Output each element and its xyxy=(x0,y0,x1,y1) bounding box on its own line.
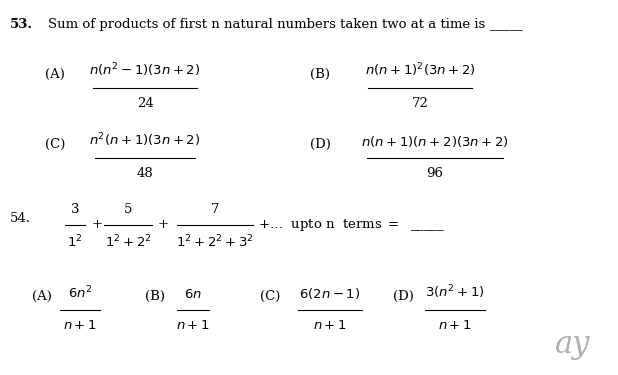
Text: Sum of products of first n natural numbers taken two at a time is _____: Sum of products of first n natural numbe… xyxy=(48,18,523,31)
Text: (A): (A) xyxy=(32,290,52,303)
Text: 53.: 53. xyxy=(10,18,33,31)
Text: 48: 48 xyxy=(137,167,153,180)
Text: $1^{2}+2^{2}+3^{2}$: $1^{2}+2^{2}+3^{2}$ xyxy=(176,234,254,250)
Text: $n+1$: $n+1$ xyxy=(176,319,210,332)
Text: $n(n+1)(n+2)(3n+2)$: $n(n+1)(n+2)(3n+2)$ xyxy=(361,134,509,149)
Text: (D): (D) xyxy=(393,290,414,303)
Text: $+\ldots$  upto n  terms $=$  _____: $+\ldots$ upto n terms $=$ _____ xyxy=(258,217,445,233)
Text: (B): (B) xyxy=(145,290,165,303)
Text: $n+1$: $n+1$ xyxy=(313,319,347,332)
Text: 24: 24 xyxy=(137,97,153,110)
Text: $1^{2}$: $1^{2}$ xyxy=(67,234,83,250)
Text: (A): (A) xyxy=(45,68,65,81)
Text: $6(2n-1)$: $6(2n-1)$ xyxy=(300,286,360,301)
Text: $n+1$: $n+1$ xyxy=(63,319,97,332)
Text: +: + xyxy=(158,219,169,231)
Text: 3: 3 xyxy=(70,203,79,216)
Text: (C): (C) xyxy=(260,290,281,303)
Text: 5: 5 xyxy=(124,203,132,216)
Text: 96: 96 xyxy=(426,167,444,180)
Text: $n+1$: $n+1$ xyxy=(438,319,472,332)
Text: 7: 7 xyxy=(211,203,219,216)
Text: (B): (B) xyxy=(310,68,330,81)
Text: $n(n^{2}-1)(3n+2)$: $n(n^{2}-1)(3n+2)$ xyxy=(90,62,201,79)
Text: ay: ay xyxy=(554,329,590,360)
Text: $3(n^{2}+1)$: $3(n^{2}+1)$ xyxy=(425,284,485,301)
Text: (D): (D) xyxy=(310,138,331,151)
Text: $6n^{2}$: $6n^{2}$ xyxy=(68,284,92,301)
Text: $n(n+1)^{2}(3n+2)$: $n(n+1)^{2}(3n+2)$ xyxy=(365,62,475,79)
Text: $n^{2}(n+1)(3n+2)$: $n^{2}(n+1)(3n+2)$ xyxy=(90,131,201,149)
Text: 72: 72 xyxy=(412,97,428,110)
Text: 54.: 54. xyxy=(10,211,31,225)
Text: (C): (C) xyxy=(45,138,66,151)
Text: $1^{2}+2^{2}$: $1^{2}+2^{2}$ xyxy=(104,234,151,250)
Text: +: + xyxy=(92,219,103,231)
Text: $6n$: $6n$ xyxy=(184,288,202,301)
